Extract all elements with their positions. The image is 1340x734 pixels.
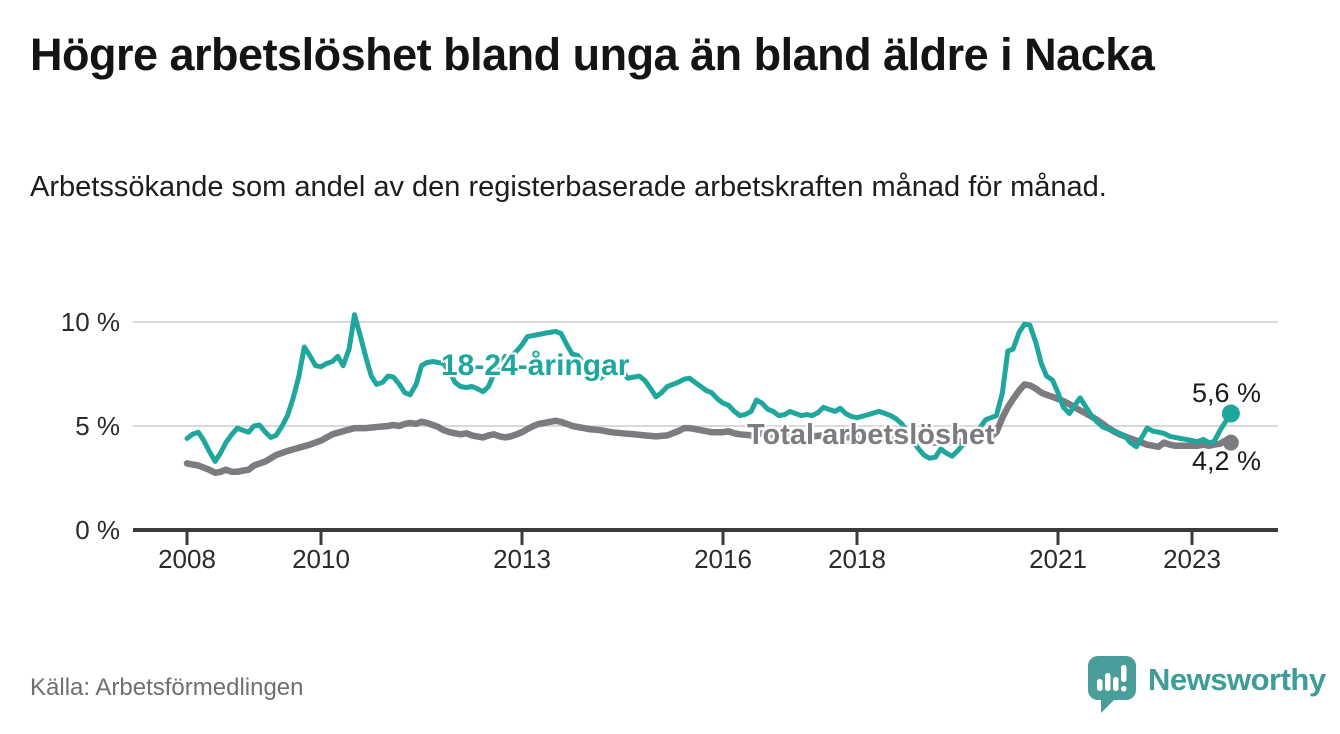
end-value-label-total: 4,2 % [1192, 446, 1262, 476]
source-note: Källa: Arbetsförmedlingen [30, 674, 304, 701]
chart-subtitle: Arbetssökande som andel av den registerb… [30, 171, 1107, 203]
end-dot-youth [1221, 404, 1240, 423]
series-line-youth [184, 312, 1234, 464]
x-tick-label: 2013 [493, 544, 551, 574]
x-tick-label: 2008 [158, 544, 216, 574]
y-tick-label: 0 % [75, 515, 120, 545]
x-tick-label: 2010 [292, 544, 350, 574]
y-tick-label: 10 % [60, 307, 120, 337]
x-tick-label: 2018 [828, 544, 886, 574]
page-title: Högre arbetslöshet bland unga än bland ä… [30, 29, 1155, 80]
x-tick-label: 2016 [694, 544, 752, 574]
newsworthy-logo: Newsworthy [1088, 656, 1326, 714]
series-label-total: Total arbetslöshet [747, 419, 995, 451]
bar-chart-speech-bubble-icon [1088, 656, 1136, 713]
x-tick-label: 2021 [1029, 544, 1087, 574]
x-tick-label: 2023 [1163, 544, 1221, 574]
end-dot-total [1222, 434, 1239, 451]
y-tick-label: 5 % [75, 411, 120, 441]
series-label-youth: 18-24-åringar [441, 349, 630, 382]
end-value-label-youth: 5,6 % [1192, 378, 1262, 408]
brand-name: Newsworthy [1148, 662, 1326, 697]
